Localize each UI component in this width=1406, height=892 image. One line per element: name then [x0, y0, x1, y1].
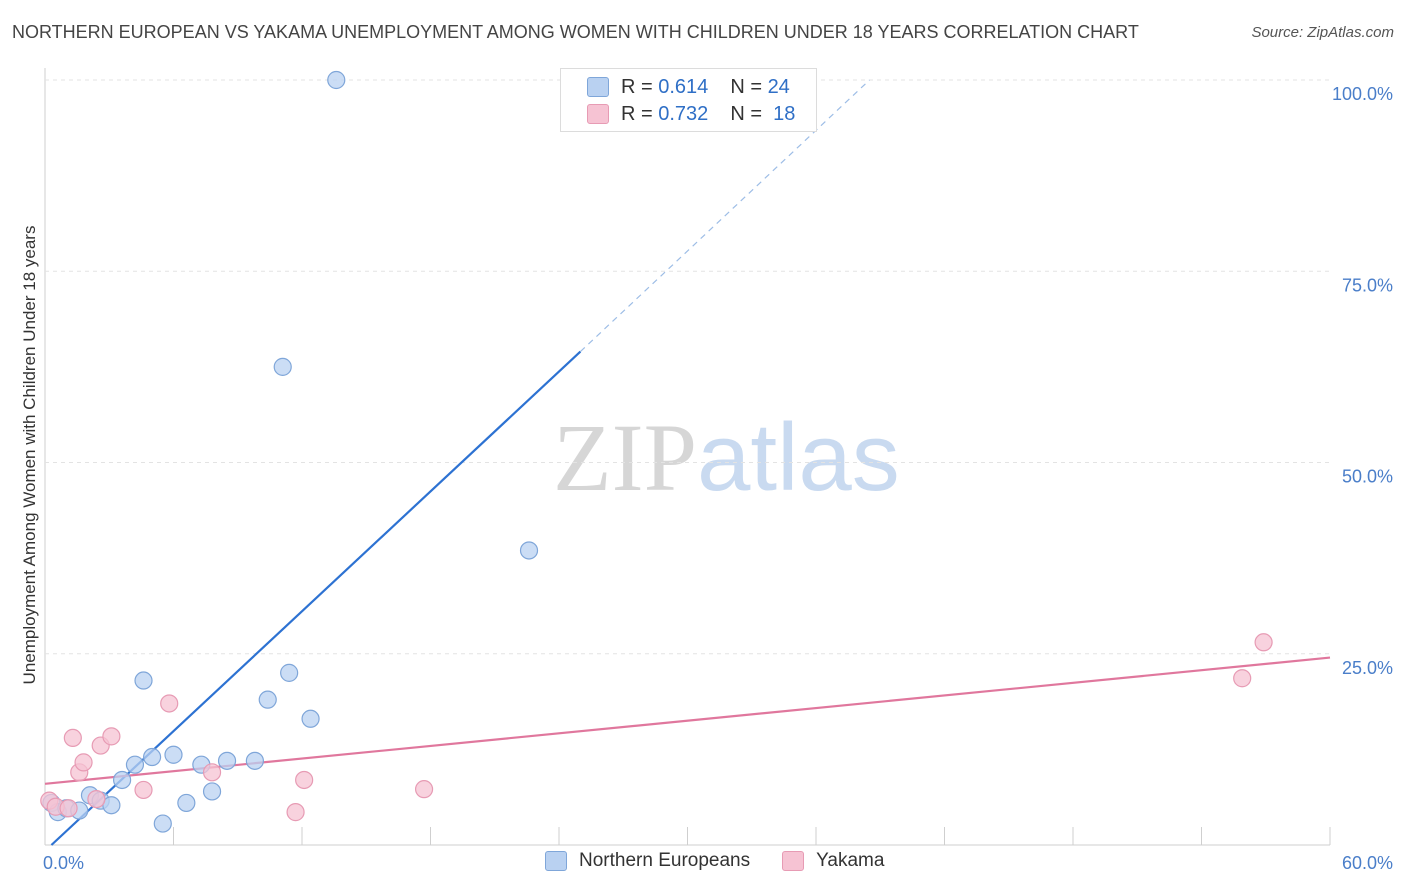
point-yakama: [59, 799, 78, 818]
y-tick-label: 50.0%: [1342, 467, 1393, 487]
point-yakama: [160, 694, 179, 713]
legend-label: Yakama: [816, 850, 885, 871]
r-value: 0.732: [658, 102, 709, 125]
point-northern-europeans: [112, 770, 132, 790]
trendline-northern-europeans-extension: [580, 79, 870, 353]
y-tick-label: 100.0%: [1332, 84, 1393, 104]
point-northern-europeans: [164, 745, 183, 764]
point-northern-europeans: [245, 751, 264, 770]
point-northern-europeans: [280, 663, 299, 682]
r-label: R =: [621, 75, 653, 98]
point-yakama: [295, 770, 314, 790]
grid: [44, 68, 1331, 846]
chart-title: NORTHERN EUROPEAN VS YAKAMA UNEMPLOYMENT…: [12, 22, 1139, 42]
point-northern-europeans: [142, 747, 162, 767]
point-northern-europeans: [258, 690, 277, 709]
data-points: [40, 70, 1273, 833]
trendline-yakama: [44, 656, 1331, 785]
point-yakama: [87, 789, 106, 809]
point-northern-europeans: [134, 671, 153, 690]
point-northern-europeans: [519, 541, 539, 560]
point-yakama: [414, 780, 434, 799]
point-northern-europeans: [177, 793, 196, 813]
blue-swatch: [545, 851, 567, 871]
series-legend: Northern Europeans Yakama: [545, 850, 916, 872]
r-value: 0.614: [658, 75, 709, 98]
point-northern-europeans: [125, 755, 145, 774]
point-yakama: [134, 780, 153, 800]
n-label: N =: [730, 102, 762, 125]
y-tick-label: 75.0%: [1342, 275, 1393, 295]
point-northern-europeans: [301, 709, 320, 728]
n-value: 24: [767, 75, 790, 98]
point-yakama: [1254, 633, 1273, 652]
pink-swatch: [782, 851, 805, 871]
point-northern-europeans: [327, 70, 346, 90]
legend-item-northern-europeans: Northern Europeans: [545, 850, 750, 872]
legend-row-yakama: R = 0.732 N = 18: [587, 101, 795, 127]
y-tick-label: 25.0%: [1342, 658, 1393, 678]
point-northern-europeans: [153, 814, 172, 833]
blue-swatch: [587, 77, 609, 97]
r-label: R =: [621, 102, 653, 125]
point-yakama: [202, 763, 222, 782]
point-northern-europeans: [217, 751, 237, 770]
point-northern-europeans: [202, 782, 222, 801]
source-label: Source: ZipAtlas.com: [1251, 24, 1394, 41]
point-yakama: [1233, 669, 1252, 688]
legend-item-yakama: Yakama: [782, 850, 884, 872]
watermark-atlas: atlas: [697, 404, 900, 511]
point-yakama: [74, 753, 93, 772]
point-yakama: [286, 803, 305, 822]
pink-swatch: [587, 104, 609, 124]
n-value: 18: [773, 102, 796, 125]
point-yakama: [102, 727, 121, 746]
legend-label: Northern Europeans: [579, 850, 751, 871]
x-tick-label-max: 60.0%: [1342, 853, 1393, 873]
correlation-legend: R = 0.614 N = 24 R = 0.732 N = 18: [560, 68, 817, 132]
tick-labels: 25.0% 50.0% 75.0% 100.0% 0.0% 60.0%: [43, 84, 1393, 873]
point-northern-europeans: [273, 357, 292, 376]
n-label: N =: [730, 75, 762, 98]
legend-row-northern-europeans: R = 0.614 N = 24: [587, 74, 790, 100]
point-yakama: [63, 728, 82, 748]
watermark: ZIPatlas: [553, 402, 900, 513]
x-tick-label-min: 0.0%: [43, 853, 84, 873]
watermark-zip: ZIP: [553, 404, 697, 511]
